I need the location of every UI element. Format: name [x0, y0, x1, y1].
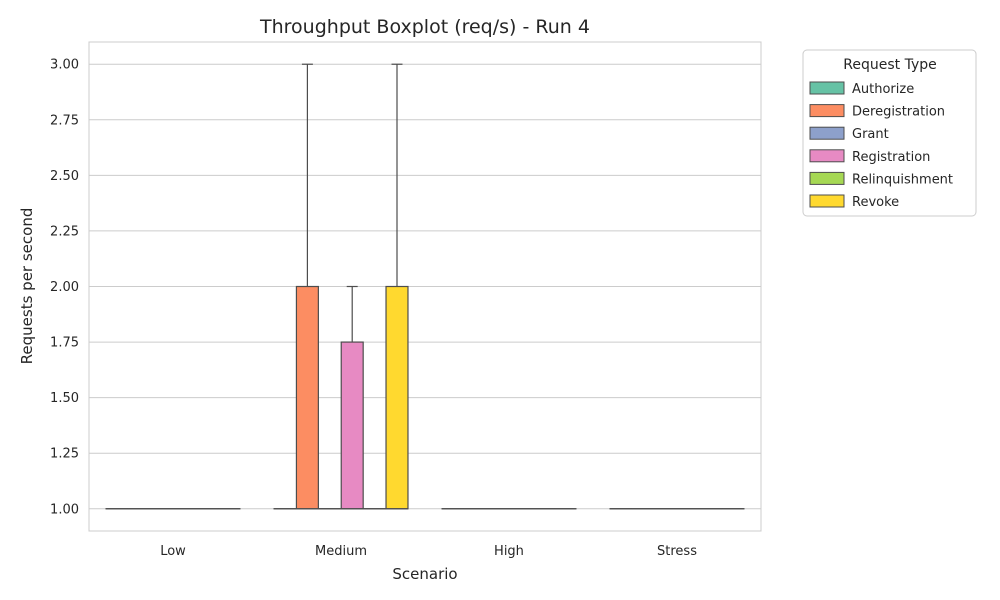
y-tick-label: 1.25 [50, 447, 79, 462]
x-tick-label: Stress [657, 544, 697, 559]
x-axis-label: Scenario [392, 565, 457, 583]
legend-item: Revoke [809, 194, 899, 210]
legend-label: Revoke [852, 195, 899, 210]
legend-item: Authorize [809, 81, 914, 97]
box-body [295, 285, 319, 510]
x-tick-label: Medium [315, 544, 367, 559]
y-tick-label: 1.50 [50, 391, 79, 406]
legend-title: Request Type [843, 57, 936, 73]
legend-swatch [809, 149, 845, 163]
y-axis-label: Requests per second [18, 208, 36, 365]
y-tick-label: 2.00 [50, 280, 79, 295]
y-tick-label: 2.75 [50, 113, 79, 128]
chart-title: Throughput Boxplot (req/s) - Run 4 [259, 16, 590, 38]
y-tick-label: 2.25 [50, 224, 79, 239]
x-axis-ticks: Low Medium High Stress [160, 544, 697, 559]
y-axis-ticks: 1.00 1.25 1.50 1.75 2.00 2.25 2.50 2.75 3.00 [50, 58, 79, 518]
legend-swatch [809, 171, 845, 185]
box-body [340, 341, 364, 510]
legend-label: Grant [852, 127, 889, 142]
box-body [385, 285, 409, 510]
legend-swatch [809, 126, 845, 140]
y-tick-label: 2.50 [50, 169, 79, 184]
x-tick-label: High [494, 544, 524, 559]
legend-item: Relinquishment [809, 171, 953, 187]
legend-label: Deregistration [852, 105, 945, 120]
y-tick-label: 1.75 [50, 336, 79, 351]
y-tick-label: 3.00 [50, 58, 79, 73]
gridlines [89, 63, 761, 510]
legend-label: Relinquishment [852, 172, 953, 187]
legend-item: Registration [809, 149, 930, 165]
legend-swatch [809, 104, 845, 118]
legend-swatch [809, 194, 845, 208]
plot-area-frame [88, 41, 762, 532]
legend-item: Deregistration [809, 104, 945, 120]
legend-label: Authorize [852, 82, 914, 97]
box-revoke-medium [385, 63, 409, 510]
box-registration-medium [340, 285, 364, 510]
box-deregistration-medium [295, 63, 319, 510]
legend-frame [802, 49, 977, 217]
legend-item: Grant [809, 126, 889, 142]
box-groups [105, 63, 745, 510]
x-tick-label: Low [160, 544, 186, 559]
legend-label: Registration [852, 150, 930, 165]
legend: Request Type Authorize Deregistration Gran… [802, 49, 977, 217]
y-tick-label: 1.00 [50, 502, 79, 517]
legend-swatch [809, 81, 845, 95]
legend-items: Authorize Deregistration Grant Registration… [809, 81, 953, 210]
